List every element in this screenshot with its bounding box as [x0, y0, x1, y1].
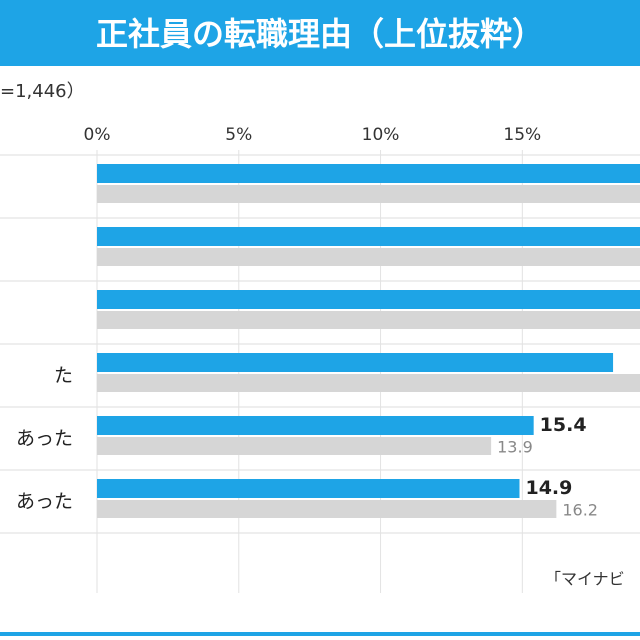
bar — [97, 437, 492, 455]
x-tick-label: 0% — [84, 125, 111, 145]
bar — [97, 227, 640, 246]
x-tick-label: 10% — [362, 125, 400, 145]
bar — [97, 500, 557, 518]
category-label: た — [54, 365, 73, 387]
bar — [97, 374, 640, 392]
subtitle: =1,446） — [0, 81, 85, 102]
bottom-border — [0, 632, 640, 636]
bar — [97, 248, 640, 266]
category-label: あった — [16, 491, 73, 513]
chart-title: 正社員の転職理由（上位抜粋） — [96, 15, 544, 53]
bar — [97, 353, 614, 372]
value-label: 13.9 — [497, 438, 533, 457]
value-label: 16.2 — [562, 501, 598, 520]
bar — [97, 164, 640, 183]
bar — [97, 185, 640, 203]
title-banner — [0, 0, 640, 66]
bar — [97, 311, 640, 329]
x-tick-label: 15% — [503, 125, 541, 145]
bar — [97, 416, 534, 435]
source-note: 「マイナビ — [545, 570, 625, 589]
value-label: 14.9 — [525, 477, 572, 499]
x-tick-label: 5% — [225, 125, 252, 145]
bar — [97, 479, 520, 498]
category-label: あった — [16, 428, 73, 450]
value-label: 15.4 — [540, 414, 587, 436]
bar — [97, 290, 640, 309]
